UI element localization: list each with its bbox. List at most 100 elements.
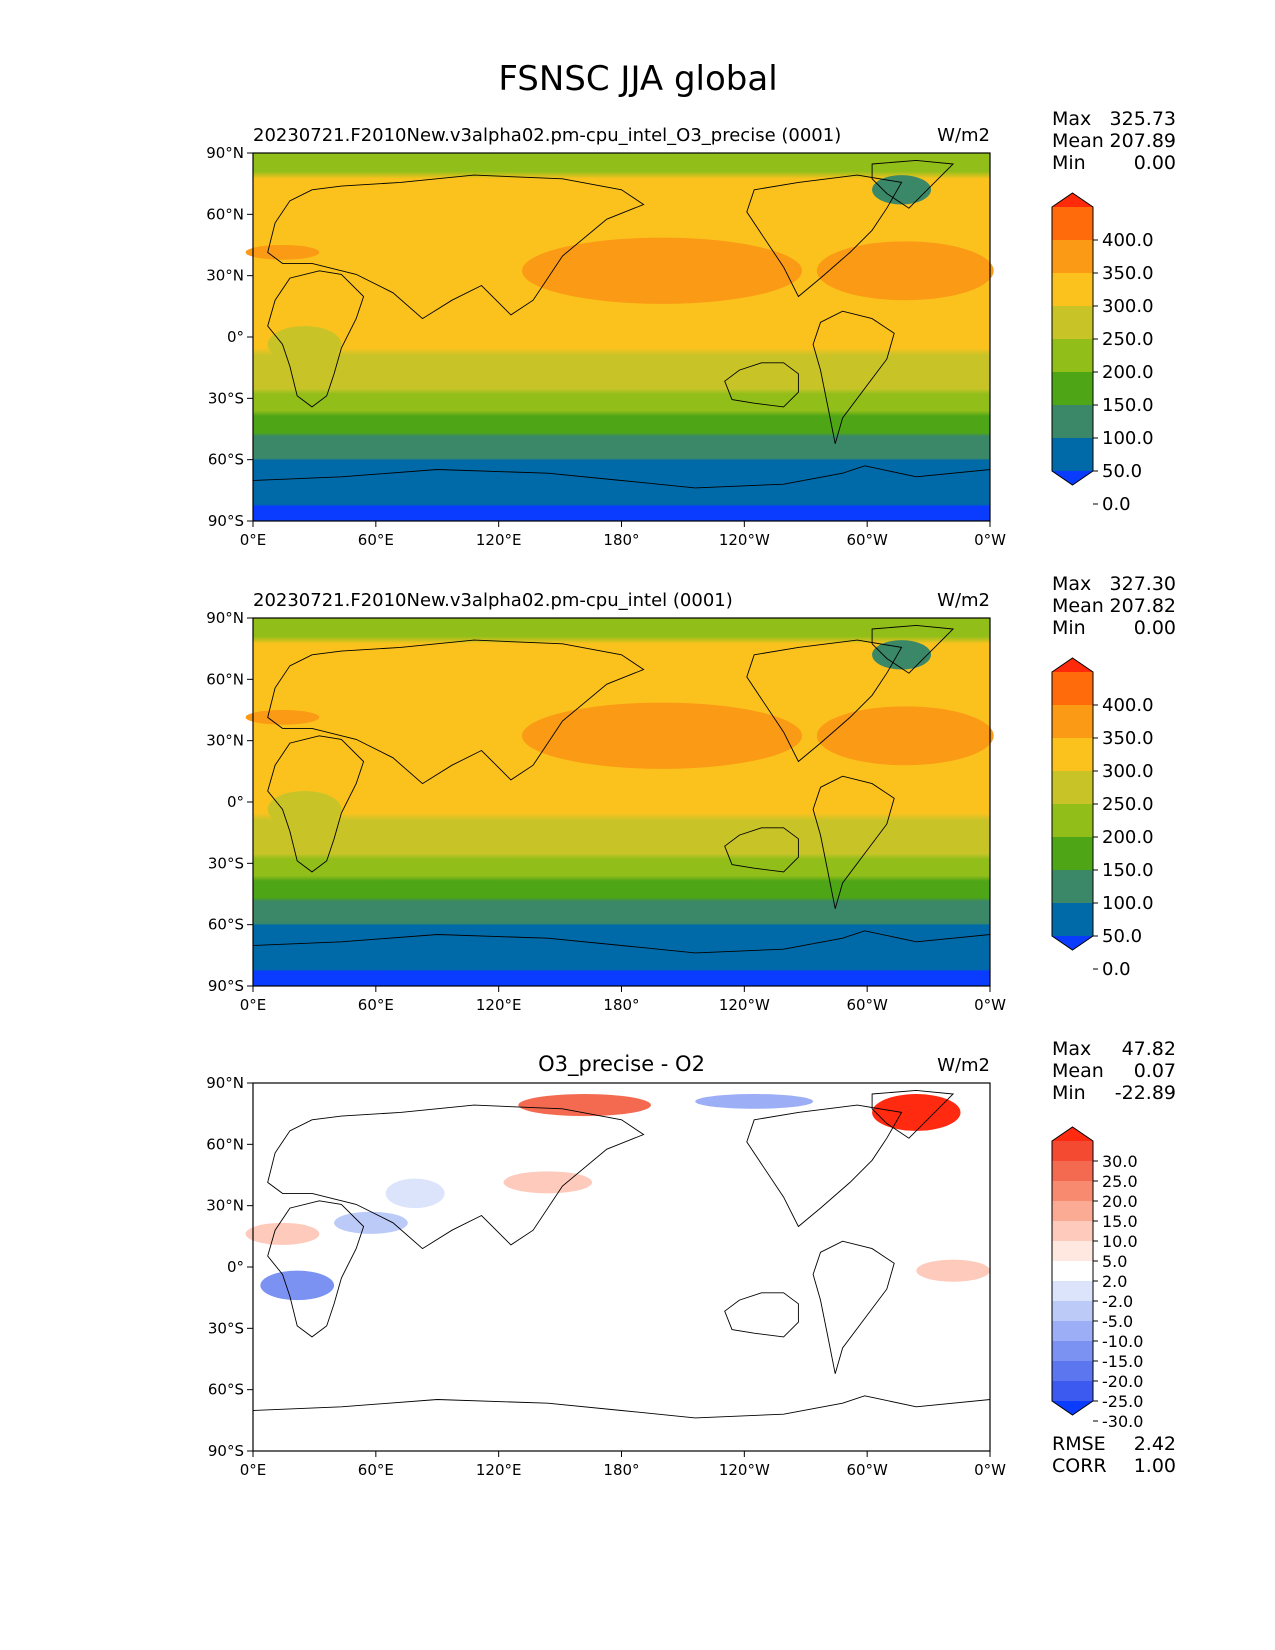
figure-title: FSNSC JJA global <box>498 59 777 99</box>
stat-value-max: 325.73 <box>1110 108 1176 130</box>
colorbar-extend-bottom <box>1052 471 1093 485</box>
map-background <box>253 1083 990 1451</box>
x-tick-label: 0°W <box>974 531 1006 549</box>
x-tick-label: 0°W <box>974 996 1006 1014</box>
colorbar-label: 50.0 <box>1102 926 1142 947</box>
colorbar-swatch <box>1052 837 1093 871</box>
x-tick-label: 180° <box>603 1461 639 1479</box>
stat-label-corr: CORR <box>1052 1455 1107 1477</box>
greenland-low <box>872 640 932 670</box>
colorbar-label: 350.0 <box>1102 263 1154 284</box>
coastline-australia <box>724 1292 799 1338</box>
stat-value-min: -22.89 <box>1115 1082 1176 1104</box>
north-atlantic-high <box>816 241 994 301</box>
north-atlantic-high <box>816 706 994 766</box>
colorbar-extend-top <box>1052 1127 1093 1141</box>
coastline-eurasia <box>267 639 645 785</box>
colorbar-swatch <box>1052 1201 1093 1222</box>
stat-value-mean: 207.82 <box>1110 595 1176 617</box>
panel-subtitle: 20230721.F2010New.v3alpha02.pm-cpu_intel… <box>253 590 733 611</box>
coastline-eurasia <box>267 1104 645 1250</box>
colorbar-label: 5.0 <box>1102 1252 1127 1271</box>
panel-units: W/m2 <box>937 125 990 146</box>
colorbar-swatch <box>1052 705 1093 739</box>
stat-label-max: Max <box>1052 108 1091 130</box>
colorbar-label: 15.0 <box>1102 1212 1138 1231</box>
panel-subtitle: 20230721.F2010New.v3alpha02.pm-cpu_intel… <box>253 125 841 146</box>
stat-value-min: 0.00 <box>1134 617 1176 639</box>
x-tick-label: 180° <box>603 996 639 1014</box>
y-tick-label: 30°N <box>206 732 244 750</box>
stat-value-mean: 0.07 <box>1134 1060 1176 1082</box>
colorbar-swatch <box>1052 672 1093 706</box>
coastline-africa <box>267 270 365 408</box>
panel-units: W/m2 <box>937 590 990 611</box>
stat-value-max: 327.30 <box>1110 573 1176 595</box>
colorbar-swatch <box>1052 1181 1093 1202</box>
colorbar-swatch <box>1052 1381 1093 1402</box>
colorbar-label: 400.0 <box>1102 230 1154 251</box>
colorbar: 30.025.020.015.010.05.02.0-2.0-5.0-10.0-… <box>1051 1126 1143 1431</box>
panels: 20230721.F2010New.v3alpha02.pm-cpu_intel… <box>206 108 1176 1479</box>
diff-positive-atlantic <box>916 1259 991 1282</box>
x-tick-label: 120°E <box>476 996 522 1014</box>
colorbar-label: 25.0 <box>1102 1172 1138 1191</box>
map-field <box>245 1083 991 1451</box>
x-tick-label: 0°E <box>240 531 267 549</box>
y-tick-label: 30°N <box>206 267 244 285</box>
colorbar-label: -2.0 <box>1102 1292 1133 1311</box>
stat-value-corr: 1.00 <box>1134 1455 1176 1477</box>
colorbar-label: 150.0 <box>1102 395 1154 416</box>
colorbar-label: -25.0 <box>1102 1392 1143 1411</box>
coastline-australia <box>724 827 799 873</box>
y-tick-label: 30°S <box>208 1319 244 1337</box>
x-tick-label: 60°W <box>846 996 888 1014</box>
colorbar-swatch <box>1052 1361 1093 1382</box>
colorbar-swatch <box>1052 870 1093 904</box>
y-tick-label: 0° <box>227 793 244 811</box>
colorbar-label: 300.0 <box>1102 296 1154 317</box>
colorbar-swatch <box>1052 438 1093 472</box>
colorbar-label: 100.0 <box>1102 893 1154 914</box>
x-tick-label: 0°E <box>240 1461 267 1479</box>
panel-subtitle: O3_precise - O2 <box>538 1052 705 1077</box>
stat-label-mean: Mean <box>1052 1060 1104 1082</box>
colorbar-swatch <box>1052 738 1093 772</box>
colorbar-label: 150.0 <box>1102 860 1154 881</box>
x-tick-label: 120°W <box>719 1461 770 1479</box>
colorbar-label: -15.0 <box>1102 1352 1143 1371</box>
x-tick-label: 60°W <box>846 1461 888 1479</box>
colorbar-swatch <box>1052 1141 1093 1162</box>
map-background <box>253 618 990 986</box>
colorbar-swatch <box>1052 405 1093 439</box>
y-tick-label: 60°S <box>208 451 244 469</box>
panel-units: W/m2 <box>937 1055 990 1076</box>
colorbar-label: 250.0 <box>1102 794 1154 815</box>
map-field <box>245 618 994 986</box>
diff-positive-sahel <box>245 1222 320 1245</box>
y-tick-label: 60°S <box>208 916 244 934</box>
colorbar-extend-bottom <box>1052 936 1093 950</box>
colorbar: 400.0 350.0 300.0 250.0 200.0 150.0 100.0 50.0 0… <box>1051 657 1154 980</box>
colorbar-label: 400.0 <box>1102 695 1154 716</box>
diff-positive-siberia <box>518 1094 651 1117</box>
colorbar-label: 350.0 <box>1102 728 1154 749</box>
colorbar-swatch <box>1052 306 1093 340</box>
coastline-eurasia <box>267 174 645 320</box>
stat-label-min: Min <box>1052 1082 1086 1104</box>
y-tick-label: 30°S <box>208 389 244 407</box>
y-tick-label: 90°N <box>206 1074 244 1092</box>
y-tick-label: 60°N <box>206 205 244 223</box>
colorbar-extend-top <box>1052 193 1093 207</box>
coastline-greenland <box>871 624 955 674</box>
coastline-namerica <box>746 174 903 298</box>
diff-positive-china <box>503 1171 593 1194</box>
y-tick-label: 30°N <box>206 1197 244 1215</box>
colorbar-swatch <box>1052 1321 1093 1342</box>
stat-label-rmse: RMSE <box>1052 1433 1106 1455</box>
colorbar-swatch <box>1052 339 1093 373</box>
stat-value-min: 0.00 <box>1134 152 1176 174</box>
colorbar-extend-top <box>1052 658 1093 672</box>
coastline-namerica <box>746 639 903 763</box>
